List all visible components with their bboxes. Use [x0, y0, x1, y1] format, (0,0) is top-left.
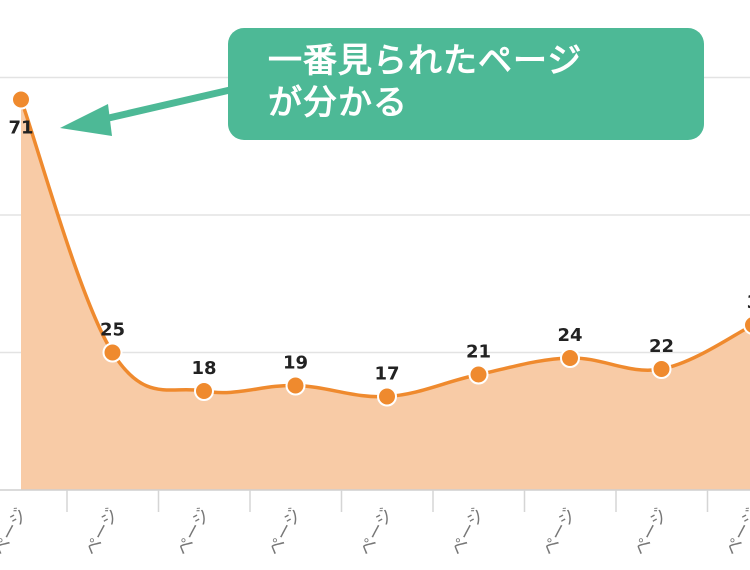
x-tick-label: ページ [630, 505, 671, 559]
annotation-callout: 一番見られたページ が分かる [228, 28, 704, 140]
data-label: 21 [466, 342, 491, 363]
data-point [377, 386, 397, 407]
data-point [194, 381, 214, 401]
data-point [743, 315, 750, 335]
annotation-line-1: 一番見られたページ [268, 41, 583, 81]
data-label: 25 [100, 320, 125, 341]
data-label: 24 [557, 325, 582, 346]
data-point [102, 342, 123, 363]
data-label: 17 [374, 364, 399, 385]
data-label: 19 [283, 353, 308, 374]
x-tick-label: ページ [264, 505, 305, 559]
annotation-arrow-shaft [99, 86, 231, 124]
x-tick-label: ページ [173, 505, 214, 559]
area-fill [21, 99, 750, 490]
x-tick-label: ページ [356, 505, 397, 559]
data-label: 18 [191, 358, 216, 379]
data-point [560, 348, 580, 368]
data-point [11, 89, 31, 110]
data-point [468, 364, 489, 385]
x-tick-label: ページ [447, 505, 488, 559]
x-tick-label: ページ [539, 505, 580, 559]
x-tick-label: ページ [722, 505, 750, 559]
annotation-line-2: が分かる [268, 83, 408, 123]
data-label: 71 [8, 118, 33, 139]
annotation-arrow-head [60, 104, 112, 136]
x-tick-label: ページ [81, 505, 122, 559]
data-label: 22 [649, 336, 674, 357]
data-point [651, 359, 672, 379]
data-label: 3 [747, 292, 750, 313]
x-tick-label: ページ [0, 505, 31, 559]
data-point [285, 375, 306, 396]
